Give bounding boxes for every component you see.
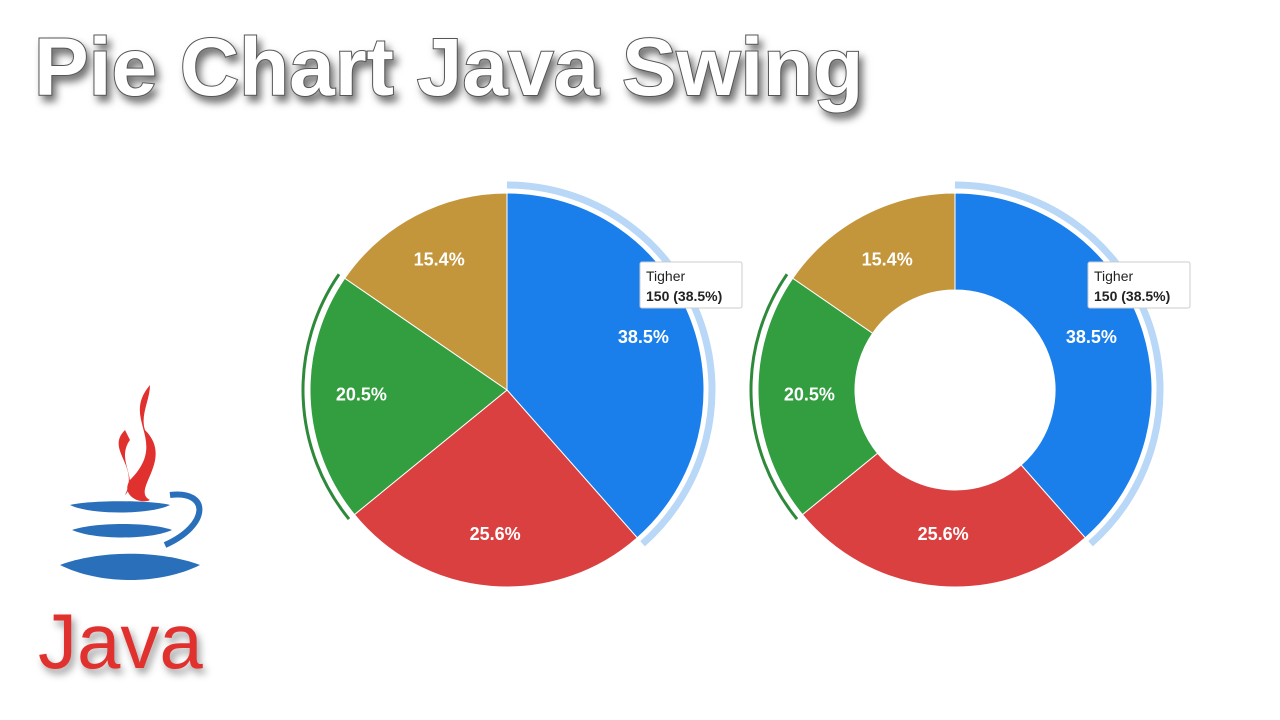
- tooltip-text: 150 (38.5%): [646, 288, 722, 304]
- value-label: 25.6%: [470, 524, 521, 544]
- select-arc: [749, 273, 799, 520]
- tooltip-box: [1087, 261, 1191, 309]
- slice: [353, 389, 638, 588]
- select-arc: [301, 273, 351, 520]
- java-logo: Java: [38, 385, 203, 685]
- hover-arc: [954, 181, 1164, 547]
- hover-arc: [506, 181, 716, 547]
- slice: [344, 192, 508, 391]
- slice: [757, 277, 879, 516]
- slice: [792, 192, 956, 334]
- logo-text: Java: [38, 597, 203, 685]
- value-label: 20.5%: [336, 385, 387, 405]
- tooltip-title: Tigher: [1094, 268, 1134, 284]
- slice: [801, 452, 1086, 588]
- value-label: 25.6%: [918, 524, 969, 544]
- tooltip-box: [639, 261, 743, 309]
- tooltip-text: 150 (38.5%): [1094, 288, 1170, 304]
- tooltip-title: Tigher: [646, 268, 686, 284]
- value-label: 38.5%: [1066, 327, 1117, 347]
- slice: [309, 277, 508, 516]
- value-label: 38.5%: [618, 327, 669, 347]
- value-label: 20.5%: [784, 385, 835, 405]
- value-label: 15.4%: [862, 250, 913, 270]
- page-title: Pie Chart Java Swing: [34, 22, 863, 113]
- value-label: 15.4%: [414, 250, 465, 270]
